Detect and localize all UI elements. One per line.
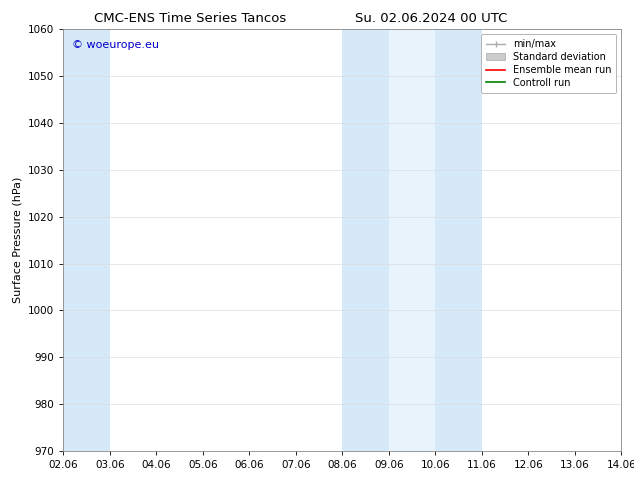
Bar [342,29,389,451]
Text: CMC-ENS Time Series Tancos: CMC-ENS Time Series Tancos [94,12,287,25]
Text: © woeurope.eu: © woeurope.eu [72,40,158,50]
Bar [436,29,482,451]
Legend: min/max, Standard deviation, Ensemble mean run, Controll run: min/max, Standard deviation, Ensemble me… [481,34,616,93]
Bar [389,29,436,451]
Y-axis label: Surface Pressure (hPa): Surface Pressure (hPa) [13,177,23,303]
Text: Su. 02.06.2024 00 UTC: Su. 02.06.2024 00 UTC [355,12,507,25]
Bar [63,29,110,451]
